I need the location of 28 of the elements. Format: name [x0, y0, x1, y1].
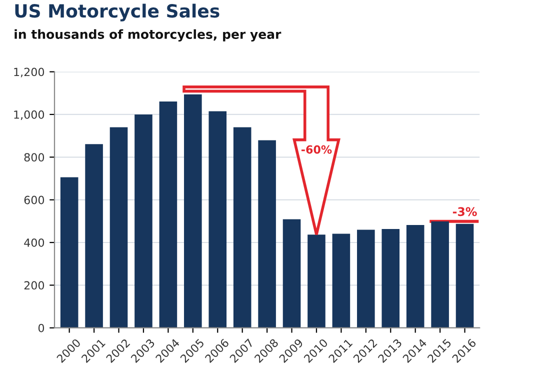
chart-title: US Motorcycle Sales	[15, 4, 220, 22]
y-tick-label: 800	[24, 153, 44, 162]
bar	[406, 225, 424, 328]
chart-subtitle: in thousands of motorcycles, per year	[14, 29, 282, 42]
y-tick-label: 1,200	[14, 68, 44, 78]
y-tick-label: 0	[38, 324, 44, 332]
bar	[431, 221, 449, 328]
bar	[233, 127, 252, 328]
bar	[332, 234, 350, 328]
bar	[282, 219, 301, 328]
y-tick-label: 200	[24, 281, 44, 290]
bar	[134, 114, 152, 328]
bar	[308, 234, 326, 328]
annotation: -3%	[452, 207, 477, 216]
y-tick-label: 400	[24, 238, 44, 247]
bar	[184, 94, 202, 328]
bar	[258, 140, 276, 328]
y-tick-label: 600	[24, 196, 44, 204]
bar	[159, 101, 178, 328]
bar	[357, 230, 375, 328]
bar	[60, 177, 78, 328]
bar	[456, 224, 474, 328]
annotation: -60%	[301, 145, 332, 154]
bar	[382, 229, 400, 328]
bar	[85, 144, 103, 328]
bar	[110, 127, 128, 328]
y-tick-label: 1,000	[14, 110, 44, 120]
bar	[208, 111, 227, 328]
